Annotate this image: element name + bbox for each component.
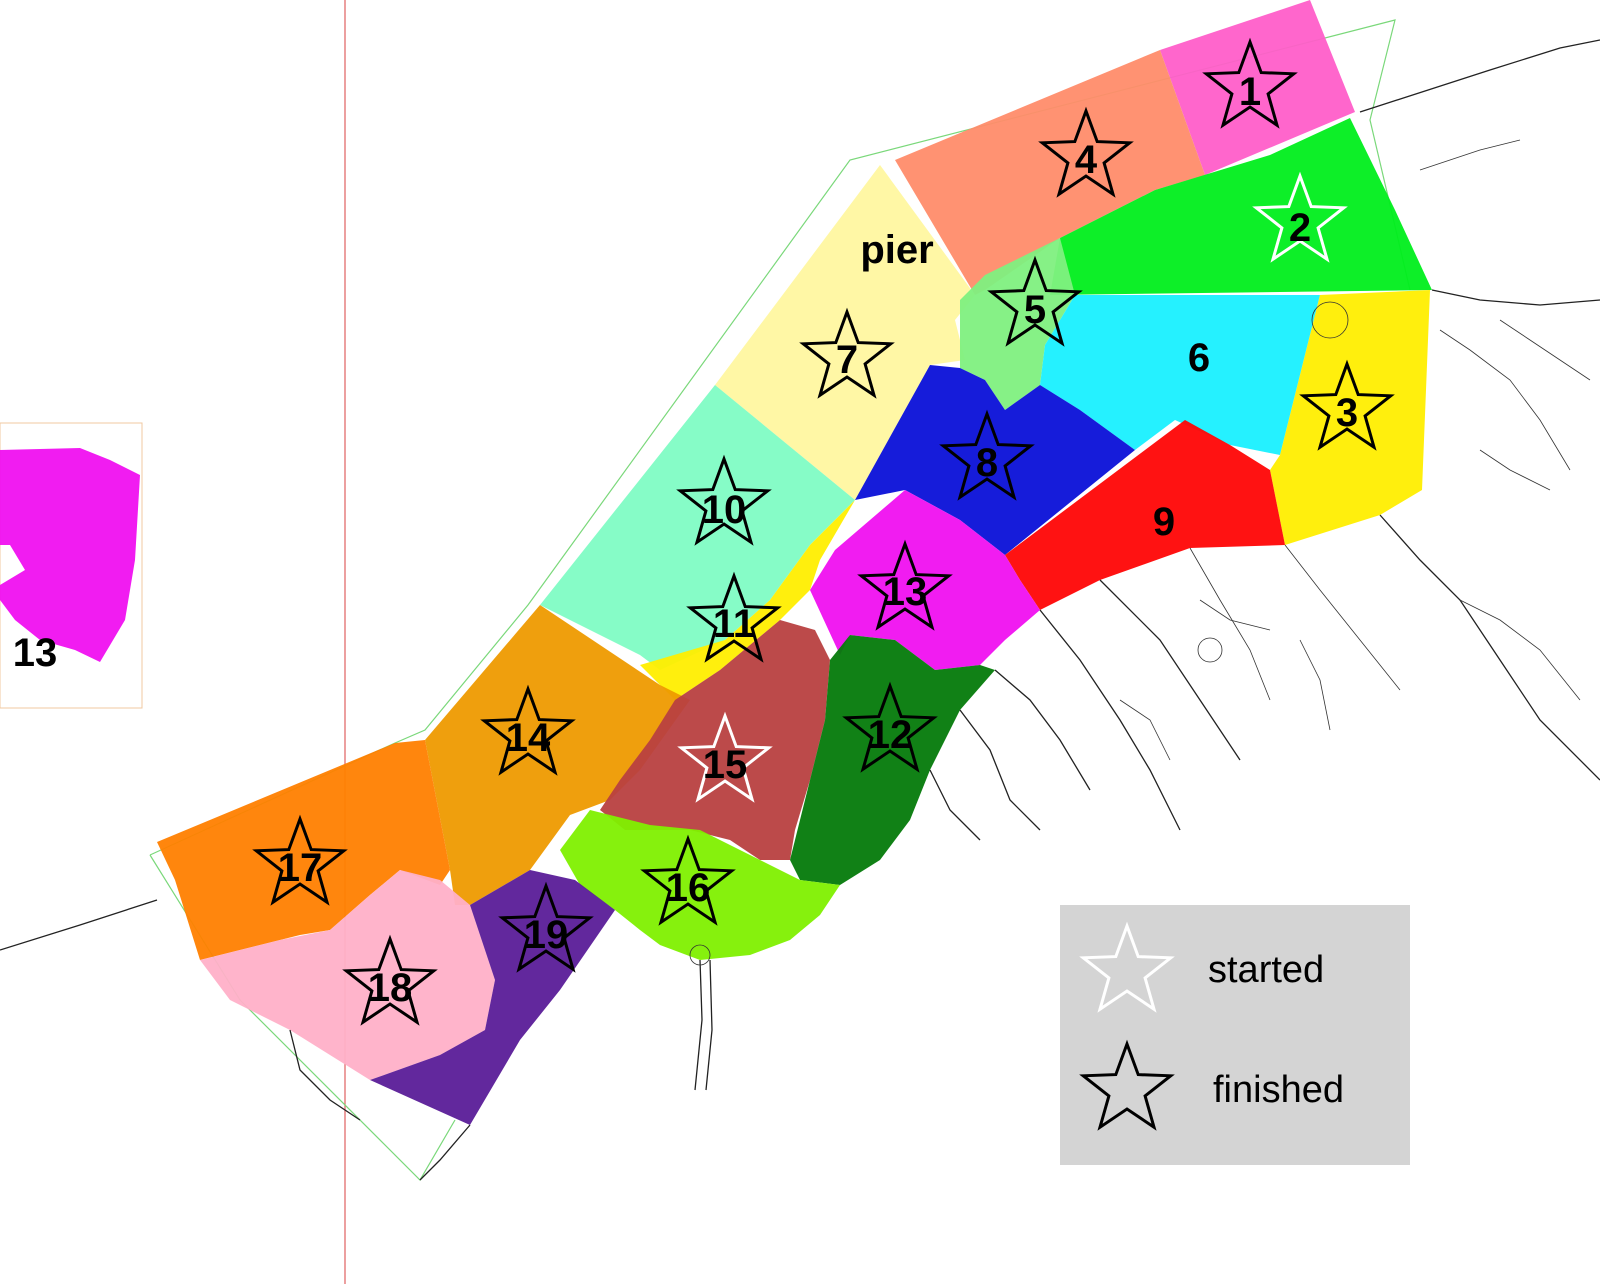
zone-2-started-star-icon	[1252, 171, 1348, 263]
zone-5-finished-star-icon	[987, 255, 1083, 347]
inset-zone-13-area	[0, 448, 140, 662]
zone-19-area	[370, 870, 615, 1125]
zone-16-area	[560, 810, 840, 960]
zone-15-started-star-icon	[677, 711, 773, 803]
zone-11-finished-star-icon	[686, 571, 782, 663]
zone-3-finished-star-icon	[1299, 359, 1395, 451]
zone-17-finished-star-icon	[252, 814, 348, 906]
zone-4-area	[895, 50, 1205, 295]
zone-14-area	[425, 605, 690, 905]
zone-18-label: 18	[368, 966, 413, 1010]
zone-14-finished-star-icon	[480, 684, 576, 776]
zone-10-area	[540, 385, 855, 670]
zone-12-area	[790, 635, 995, 885]
zone-18-finished-star-icon	[342, 934, 438, 1026]
zone-4-finished-star-icon	[1038, 106, 1134, 198]
zone-18-area	[200, 870, 495, 1080]
zone-10-label: 10	[702, 488, 747, 532]
zone-6-label: 6	[1188, 336, 1210, 380]
zone-17-label: 17	[278, 846, 323, 890]
legend-started-star-shape	[1079, 921, 1175, 1013]
status-stars	[252, 37, 1395, 1026]
zone-8-finished-star-icon	[939, 409, 1035, 501]
zone-17-area	[157, 740, 450, 960]
zone-16-label: 16	[666, 866, 711, 910]
zone-11-label: 11	[713, 602, 755, 646]
zone-4-label: 4	[1075, 138, 1098, 182]
legend-started-label: started	[1208, 949, 1324, 991]
zone-11-area	[640, 500, 855, 700]
area-boundary	[149, 19, 1411, 856]
legend: started finished	[1060, 905, 1410, 1165]
legend-started-star-icon	[1079, 921, 1175, 1013]
zone-12-finished-star-icon	[842, 681, 938, 773]
pier-label: pier	[860, 228, 933, 272]
inset-frame	[0, 422, 143, 709]
zone-2-area	[1050, 118, 1432, 295]
inset-zone-13-label: 13	[13, 631, 58, 675]
street-network	[0, 39, 1600, 1181]
zone-7-label: 7	[836, 338, 858, 382]
zone-10-finished-star-icon	[676, 454, 772, 546]
zone-14-label: 14	[506, 716, 551, 760]
zone-1-label: 1	[1239, 70, 1261, 114]
zone-16-finished-star-icon	[640, 834, 736, 926]
zone-3-area	[1270, 290, 1430, 545]
zone-9-area	[1005, 420, 1285, 610]
zone-8-label: 8	[976, 441, 998, 485]
zone-7-area	[715, 165, 975, 500]
inset-zone-13: 13	[0, 422, 143, 709]
zone-5-area	[960, 238, 1075, 410]
zone-12-label: 12	[868, 713, 913, 757]
zone-6-area	[1040, 295, 1320, 455]
legend-box	[1060, 905, 1410, 1165]
zone-1-finished-star-icon	[1202, 37, 1298, 129]
zone-5-label: 5	[1024, 288, 1046, 332]
zone-15-label: 15	[703, 743, 748, 787]
zone-13-finished-star-icon	[857, 539, 953, 631]
zone-3-label: 3	[1336, 391, 1358, 435]
legend-finished-label: finished	[1213, 1069, 1344, 1111]
legend-finished-star-shape	[1079, 1039, 1175, 1131]
zone-19-label: 19	[524, 913, 569, 957]
zone-7-finished-star-icon	[799, 307, 895, 399]
zone-1-area	[1160, 0, 1355, 175]
zone-13-label: 13	[883, 570, 928, 614]
zone-19-finished-star-icon	[498, 881, 594, 973]
zone-13-area	[810, 490, 1040, 670]
zone-2-label: 2	[1289, 206, 1311, 250]
legend-finished-star-icon	[1079, 1039, 1175, 1131]
zone-8-area	[855, 365, 1135, 555]
zone-9-label: 9	[1153, 500, 1175, 544]
